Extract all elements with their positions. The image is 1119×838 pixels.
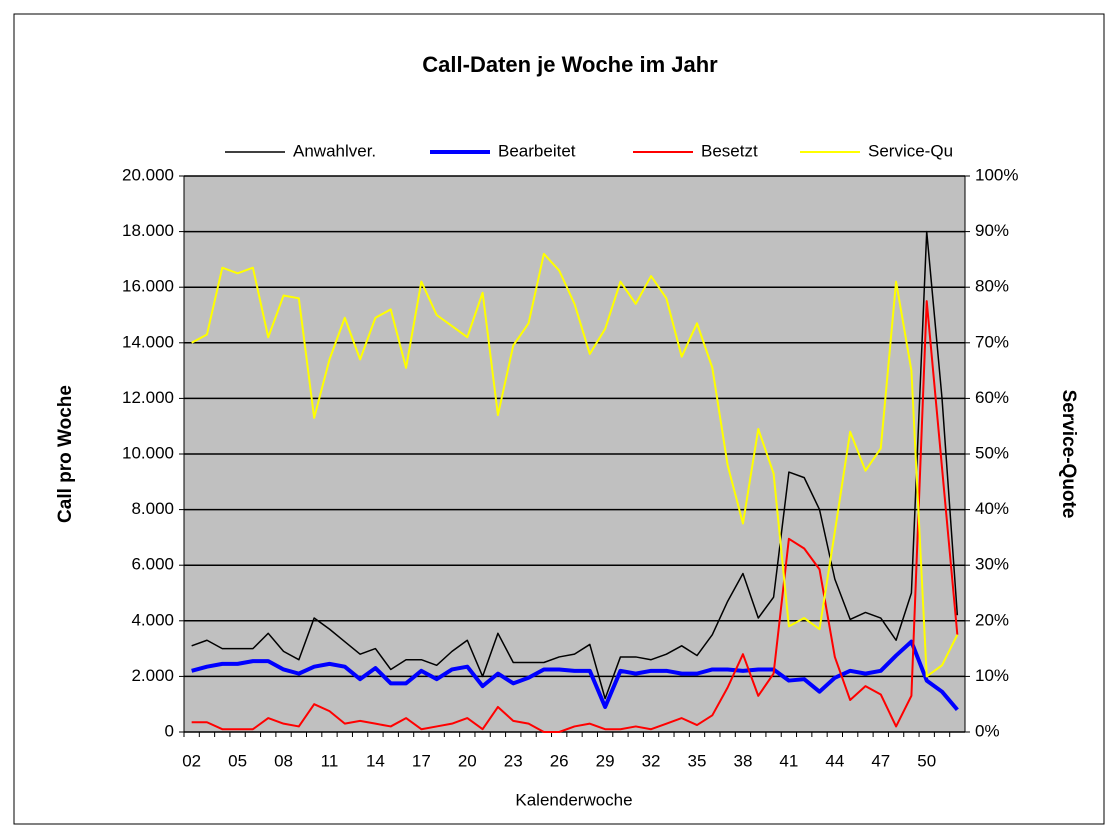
x-tick-label: 05 <box>228 751 247 770</box>
x-tick-label: 14 <box>366 751 385 770</box>
x-tick-label: 11 <box>321 751 339 770</box>
y-tick-label: 8.000 <box>131 499 174 518</box>
legend-label: Bearbeitet <box>498 141 576 160</box>
y2-tick-label: 60% <box>975 388 1009 407</box>
x-tick-label: 47 <box>871 751 890 770</box>
x-tick-label: 23 <box>504 751 523 770</box>
series-line <box>191 300 959 733</box>
y2-tick-label: 80% <box>975 277 1009 296</box>
x-tick-label: 38 <box>733 751 752 770</box>
x-tick-label: 20 <box>458 751 477 770</box>
y-tick-label: 6.000 <box>131 555 174 574</box>
y-tick-label: 0 <box>165 721 174 740</box>
legend-label: Service-Qu <box>868 141 953 160</box>
y2-tick-label: 20% <box>975 610 1009 629</box>
y-tick-label: 20.000 <box>122 165 174 184</box>
x-tick-label: 50 <box>917 751 936 770</box>
y-tick-label: 10.000 <box>122 443 174 462</box>
y2-tick-label: 30% <box>975 555 1009 574</box>
x-tick-label: 02 <box>182 751 201 770</box>
legend-label: Anwahlver. <box>293 141 376 160</box>
series-line <box>191 230 959 700</box>
series-line <box>191 252 959 678</box>
y2-tick-label: 90% <box>975 221 1009 240</box>
y-tick-label: 12.000 <box>122 388 174 407</box>
x-tick-label: 08 <box>274 751 293 770</box>
y2-tick-label: 0% <box>975 721 1000 740</box>
y2-tick-label: 10% <box>975 666 1009 685</box>
y2-tick-label: 100% <box>975 165 1018 184</box>
y-tick-label: 4.000 <box>131 610 174 629</box>
x-tick-label: 26 <box>550 751 569 770</box>
y-tick-label: 16.000 <box>122 277 174 296</box>
series-line <box>191 639 959 712</box>
y2-tick-label: 70% <box>975 332 1009 351</box>
y-tick-label: 18.000 <box>122 221 174 240</box>
x-tick-label: 44 <box>825 751 844 770</box>
x-tick-label: 41 <box>779 751 798 770</box>
x-tick-label: 32 <box>642 751 661 770</box>
x-axis-label: Kalenderwoche <box>515 790 632 809</box>
y-tick-label: 2.000 <box>131 666 174 685</box>
x-tick-label: 35 <box>688 751 707 770</box>
y2-tick-label: 40% <box>975 499 1009 518</box>
y2-tick-label: 50% <box>975 443 1009 462</box>
x-tick-label: 17 <box>412 751 431 770</box>
chart-title: Call-Daten je Woche im Jahr <box>422 52 718 77</box>
legend-label: Besetzt <box>701 141 758 160</box>
y-tick-label: 14.000 <box>122 332 174 351</box>
x-tick-label: 29 <box>596 751 615 770</box>
y-axis-label: Call pro Woche <box>55 385 76 523</box>
y2-axis-label: Service-Quote <box>1058 390 1079 519</box>
